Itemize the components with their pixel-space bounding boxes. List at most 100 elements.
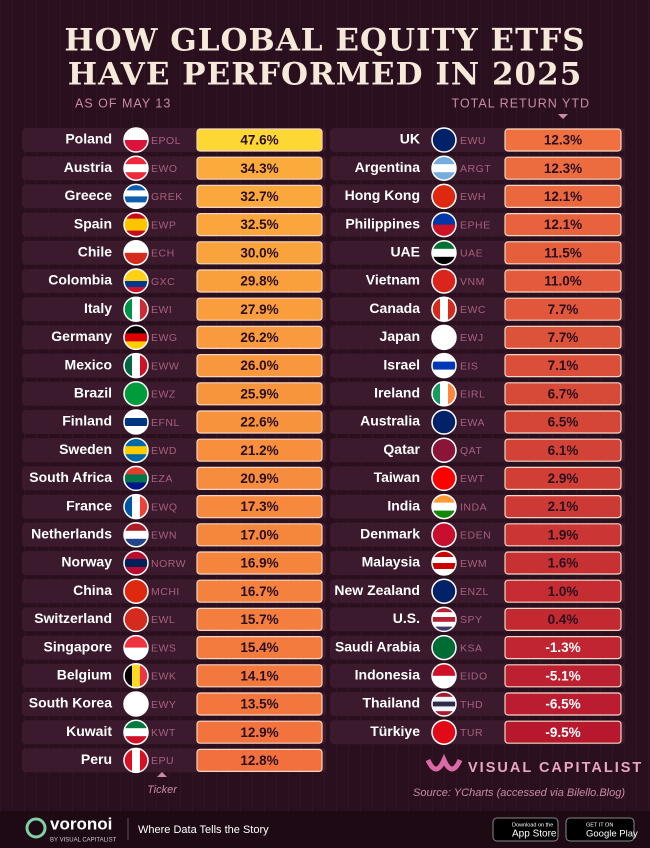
return-note: TOTAL RETURN YTD	[452, 96, 590, 110]
country: Malaysia	[362, 554, 421, 570]
flag-ring	[431, 634, 457, 661]
country: Singapore	[44, 638, 113, 654]
badge-label: App Store	[512, 829, 557, 840]
flag-stripe	[448, 297, 456, 322]
ticker: EWI	[151, 304, 172, 316]
flag-stripe	[432, 212, 456, 226]
flag-stripe	[124, 567, 148, 575]
return: -1.3%	[545, 640, 580, 655]
return-box	[196, 466, 323, 490]
flag-stripe	[432, 353, 456, 363]
ticker: EWK	[151, 671, 176, 683]
ticker: EWA	[460, 417, 485, 429]
flag-stripe	[132, 353, 141, 378]
return: 15.4%	[240, 640, 278, 655]
return-box	[504, 128, 622, 152]
ticker: KWT	[151, 727, 176, 739]
flag-stripe	[124, 418, 148, 427]
ticker: EIDO	[460, 671, 488, 683]
flag-ring	[123, 409, 149, 435]
flag-ring	[123, 183, 149, 210]
country: South Korea	[29, 695, 112, 711]
ticker: EWH	[460, 191, 486, 203]
ticker: EWP	[151, 219, 176, 231]
ticker: THD	[460, 699, 483, 711]
flag-ring	[123, 268, 149, 294]
badge[interactable]	[565, 817, 635, 842]
flag	[124, 438, 148, 463]
return-box	[196, 382, 323, 406]
return-box	[196, 128, 323, 152]
flag	[432, 381, 456, 406]
ticker: GREK	[151, 191, 183, 203]
country: Denmark	[360, 526, 420, 542]
country: Finland	[62, 413, 112, 429]
country: Saudi Arabia	[335, 638, 420, 654]
flag-ring	[123, 719, 149, 745]
flag-ring	[431, 691, 457, 717]
return: 22.6%	[240, 415, 278, 430]
country: Indonesia	[355, 667, 421, 683]
flag-stripe	[124, 538, 148, 547]
flag-stripe	[432, 696, 456, 703]
return: 14.1%	[240, 668, 278, 683]
ticker: ARGT	[460, 163, 491, 175]
return: 26.2%	[240, 330, 278, 345]
country: Israel	[383, 356, 420, 372]
flag-stripe	[432, 557, 456, 564]
flag-stripe	[124, 466, 148, 475]
flag-ring	[431, 663, 457, 689]
ticker: EWW	[151, 360, 179, 372]
flag	[124, 494, 148, 519]
country: U.S.	[393, 610, 420, 626]
flag	[432, 353, 456, 378]
return: -6.5%	[545, 697, 580, 712]
badge-label: Google Play	[586, 829, 638, 840]
return-box	[504, 607, 622, 632]
country: Colombia	[48, 272, 112, 288]
source: Source: YCharts (accessed via Bilello.Bl…	[413, 787, 625, 799]
flag-stripe	[432, 607, 456, 613]
return-box	[504, 325, 622, 349]
flag-stripe	[124, 663, 133, 688]
flag	[124, 240, 148, 265]
flag-stripe	[432, 621, 456, 628]
flag-ring	[123, 691, 149, 717]
flag-stripe	[432, 563, 456, 570]
return: 17.3%	[240, 499, 278, 514]
google-play-badge[interactable]: GET IT ON Google Play	[565, 817, 638, 842]
flag-stripe	[132, 663, 141, 688]
return: 7.7%	[548, 330, 579, 345]
flag-stripe	[124, 218, 148, 226]
flag-stripe	[124, 325, 148, 334]
flag-stripe	[140, 663, 148, 688]
flag	[124, 551, 148, 575]
flag-stripe	[124, 224, 148, 232]
flag-ring	[431, 409, 457, 435]
return-box	[504, 156, 622, 180]
flag-stripe	[124, 275, 148, 282]
flag-stripe	[432, 240, 456, 250]
return-box	[196, 213, 323, 237]
return-box	[196, 607, 323, 632]
return-box	[504, 241, 622, 265]
title: HOW GLOBAL EQUITY ETFS	[64, 23, 585, 59]
flag-ring	[431, 211, 457, 238]
flag-ring	[431, 183, 457, 210]
flag	[432, 494, 456, 519]
return-box	[196, 635, 323, 660]
rows: Poland EPOL 47.6% Austria EWO 34.3% Greece GREK…	[22, 127, 625, 774]
ticker: EIRL	[460, 389, 485, 401]
badge[interactable]	[492, 817, 559, 842]
flag-stripe	[432, 381, 441, 406]
return: 11.5%	[544, 245, 582, 260]
return: 15.7%	[240, 612, 278, 627]
return: 17.0%	[240, 527, 278, 542]
country: Brazil	[74, 385, 112, 401]
return: 6.5%	[548, 415, 579, 430]
app-store-badge[interactable]: Download on the App Store	[492, 817, 559, 842]
return: 20.9%	[240, 471, 278, 486]
flag	[124, 184, 148, 209]
flag	[124, 325, 148, 350]
country: Hong Kong	[345, 187, 420, 203]
